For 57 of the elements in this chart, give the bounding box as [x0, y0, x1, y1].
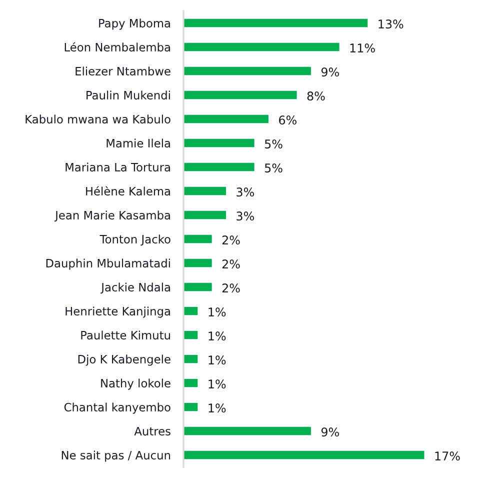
data-label: 13%: [378, 20, 404, 29]
y-tick-label: Autres: [134, 427, 170, 436]
data-label: 2%: [222, 260, 240, 269]
data-label: 11%: [350, 44, 375, 53]
bar: [184, 210, 226, 220]
data-label: 5%: [264, 164, 282, 173]
data-label: 2%: [222, 236, 240, 245]
bar: [184, 402, 198, 412]
bar: [184, 282, 212, 292]
bar: [184, 354, 198, 364]
y-tick-label: Paulette Kimutu: [81, 330, 170, 340]
y-tick-label: Hélène Kalema: [86, 186, 170, 196]
data-label: 9%: [321, 68, 339, 77]
y-tick-label: Dauphin Mbulamatadi: [46, 258, 170, 270]
y-tick-label: Chantal kanyembo: [64, 402, 170, 414]
y-tick-label: Mariana La Tortura: [66, 162, 170, 172]
bar: [184, 90, 297, 100]
bar: [184, 450, 424, 460]
bar: [184, 234, 212, 244]
data-label: 1%: [208, 356, 226, 365]
bar: [184, 306, 198, 316]
bar: [184, 162, 254, 172]
y-tick-label: Jackie Ndala: [100, 282, 170, 294]
data-label: 9%: [321, 428, 339, 437]
y-tick-label: Paulin Mukendi: [86, 90, 170, 100]
y-tick-label: Papy Mboma: [99, 18, 170, 30]
y-tick-label: Djo K Kabengele: [78, 354, 170, 366]
y-tick-label: Kabulo mwana wa Kabulo: [26, 114, 170, 124]
data-label: 17%: [435, 452, 460, 461]
data-label: 3%: [236, 188, 254, 197]
bar: [184, 378, 198, 388]
bar: [184, 138, 254, 148]
bar: [184, 66, 311, 76]
bar: [184, 18, 368, 28]
bar: [184, 330, 198, 340]
y-tick-label: Eliezer Ntambwe: [76, 66, 170, 76]
data-label: 5%: [264, 140, 282, 149]
data-label: 2%: [222, 284, 240, 293]
y-tick-label: Ne sait pas / Aucun: [62, 450, 170, 462]
data-label: 6%: [279, 116, 296, 125]
bar: [184, 426, 311, 436]
y-tick-label: Jean Marie Kasamba: [54, 210, 170, 222]
bar: [184, 42, 340, 52]
bar: [184, 114, 268, 124]
y-tick-label: Léon Nembalemba: [64, 42, 170, 52]
data-label: 8%: [307, 92, 325, 101]
y-tick-label: Nathy lokole: [101, 378, 170, 390]
data-label: 1%: [208, 308, 226, 317]
data-label: 1%: [208, 404, 226, 413]
bar: [184, 258, 212, 268]
data-label: 1%: [208, 332, 226, 341]
data-label: 1%: [208, 380, 226, 389]
bar: [184, 186, 226, 196]
data-label: 3%: [236, 212, 254, 221]
y-tick-label: Henriette Kanjinga: [66, 306, 170, 318]
y-tick-label: Mamie Ilela: [106, 138, 170, 148]
y-tick-label: Tonton Jacko: [100, 234, 170, 246]
